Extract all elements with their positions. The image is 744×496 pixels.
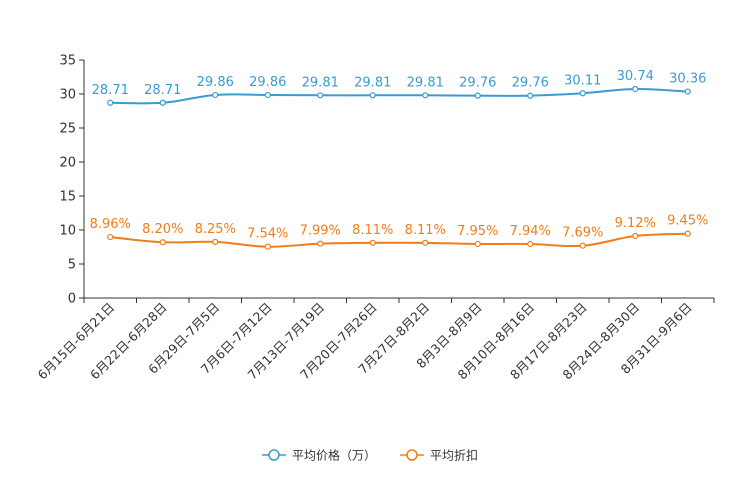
data-point[interactable] <box>684 230 691 237</box>
data-label: 29.81 <box>354 75 391 90</box>
y-tick-label: 30 <box>59 88 76 103</box>
data-label: 7.95% <box>457 224 498 239</box>
y-tick-label: 20 <box>59 156 76 171</box>
data-label: 30.36 <box>669 72 706 87</box>
data-point[interactable] <box>684 88 691 95</box>
y-tick-label: 15 <box>59 190 76 205</box>
legend-marker-icon <box>406 449 418 461</box>
series-line-0 <box>110 87 688 105</box>
data-label: 28.71 <box>92 83 129 98</box>
legend-item-1[interactable]: 平均折扣 <box>400 448 478 463</box>
data-label: 29.81 <box>302 75 339 90</box>
data-point[interactable] <box>159 239 166 246</box>
legend-label: 平均价格（万） <box>292 448 376 463</box>
data-label: 30.74 <box>617 69 654 84</box>
data-label: 8.96% <box>90 217 131 232</box>
data-label: 7.69% <box>562 226 603 241</box>
data-label: 29.76 <box>512 76 549 91</box>
data-label: 30.11 <box>564 73 601 88</box>
series-line-1 <box>110 232 688 248</box>
data-label: 8.11% <box>352 223 393 238</box>
data-label: 7.54% <box>247 227 288 242</box>
data-point[interactable] <box>212 238 219 245</box>
data-point[interactable] <box>527 92 534 99</box>
data-point[interactable] <box>474 240 481 248</box>
data-point[interactable] <box>369 239 376 246</box>
data-point[interactable] <box>474 92 481 99</box>
legend-marker-icon <box>268 449 280 461</box>
data-label: 8.11% <box>405 223 446 238</box>
data-point[interactable] <box>107 233 114 241</box>
data-point[interactable] <box>369 92 376 99</box>
data-label: 9.45% <box>667 214 708 229</box>
data-label: 29.86 <box>197 75 234 90</box>
data-point[interactable] <box>317 92 324 99</box>
data-label: 8.20% <box>142 222 183 237</box>
data-label: 29.76 <box>459 76 496 91</box>
data-label: 7.99% <box>300 224 341 239</box>
data-label: 29.86 <box>249 75 286 90</box>
data-point[interactable] <box>632 232 639 240</box>
data-label: 28.71 <box>144 83 181 98</box>
data-label: 7.94% <box>510 224 551 239</box>
data-point[interactable] <box>264 243 271 250</box>
data-point[interactable] <box>264 91 271 99</box>
legend[interactable]: 平均价格（万） 平均折扣 <box>262 448 478 463</box>
data-point[interactable] <box>317 240 324 247</box>
data-point[interactable] <box>579 242 586 249</box>
data-point[interactable] <box>579 90 586 97</box>
legend-item-0[interactable]: 平均价格（万） <box>262 448 376 463</box>
data-point[interactable] <box>159 99 166 106</box>
data-label: 8.25% <box>195 222 236 237</box>
data-label: 29.81 <box>407 75 444 90</box>
series-layer <box>107 85 691 250</box>
data-point[interactable] <box>632 85 639 93</box>
data-point[interactable] <box>527 240 534 248</box>
data-point[interactable] <box>107 99 114 106</box>
data-point[interactable] <box>422 239 429 246</box>
y-tick-label: 25 <box>59 122 76 137</box>
legend-label: 平均折扣 <box>430 448 478 463</box>
y-tick-label: 35 <box>59 54 76 69</box>
y-tick-label: 5 <box>68 258 76 273</box>
data-label: 9.12% <box>615 216 656 231</box>
y-tick-label: 10 <box>59 224 76 239</box>
data-labels: 28.71 28.71 29.86 29.86 29.81 29.81 29.81 29.76… <box>90 69 709 242</box>
data-point[interactable] <box>212 91 219 99</box>
data-point[interactable] <box>422 92 429 99</box>
y-tick-label: 0 <box>68 292 76 307</box>
